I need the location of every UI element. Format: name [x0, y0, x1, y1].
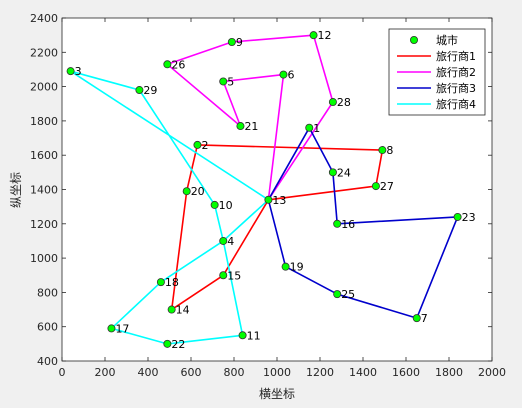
x-tick-label: 2000 [478, 366, 506, 379]
city-label-29: 29 [143, 84, 157, 97]
x-tick-label: 1200 [306, 366, 334, 379]
city-point-5 [219, 77, 228, 86]
x-axis-label: 横坐标 [259, 387, 295, 401]
city-label-3: 3 [75, 65, 82, 78]
y-tick-label: 2200 [30, 46, 58, 59]
legend-label-2: 旅行商2 [436, 65, 476, 79]
city-point-14 [167, 305, 176, 314]
y-tick-label: 1200 [30, 218, 58, 231]
city-label-24: 24 [337, 166, 351, 179]
city-label-15: 15 [227, 269, 241, 282]
city-point-20 [182, 187, 191, 196]
city-point-9 [227, 38, 236, 47]
city-label-16: 16 [341, 218, 355, 231]
x-tick-label: 400 [138, 366, 159, 379]
y-tick-label: 1800 [30, 115, 58, 128]
city-label-4: 4 [227, 235, 234, 248]
x-tick-label: 200 [95, 366, 116, 379]
city-point-6 [279, 70, 288, 79]
legend-label-0: 城市 [436, 33, 458, 47]
city-label-12: 12 [318, 29, 332, 42]
city-point-17 [107, 324, 116, 333]
city-label-20: 20 [191, 185, 205, 198]
x-tick-label: 1400 [349, 366, 377, 379]
city-labels: 1234567891011121314151617181920212223242… [75, 29, 476, 351]
x-tick-label: 600 [181, 366, 202, 379]
city-point-16 [333, 219, 342, 228]
y-tick-label: 2400 [30, 12, 58, 25]
y-tick-label: 2000 [30, 81, 58, 94]
city-label-10: 10 [219, 199, 233, 212]
city-point-2 [193, 140, 202, 149]
city-point-24 [328, 168, 337, 177]
route-line-salesman-1 [170, 144, 384, 311]
city-point-26 [163, 60, 172, 69]
city-label-23: 23 [462, 211, 476, 224]
city-point-28 [328, 98, 337, 107]
legend-label-3: 旅行商3 [436, 81, 476, 95]
city-point-1 [305, 123, 314, 132]
city-label-22: 22 [171, 338, 185, 351]
y-axis-label: 纵坐标 [9, 172, 23, 208]
y-tick-label: 1000 [30, 252, 58, 265]
city-point-8 [378, 146, 387, 155]
city-label-25: 25 [341, 288, 355, 301]
x-tick-label: 1000 [263, 366, 291, 379]
city-label-27: 27 [380, 180, 394, 193]
city-point-21 [236, 122, 245, 131]
city-point-7 [412, 314, 421, 323]
city-label-11: 11 [247, 329, 261, 342]
city-point-19 [281, 262, 290, 271]
y-tick-label: 1600 [30, 149, 58, 162]
x-tick-label: 1800 [435, 366, 463, 379]
city-label-13: 13 [272, 194, 286, 207]
city-label-18: 18 [165, 276, 179, 289]
x-tick-label: 1600 [392, 366, 420, 379]
x-axis-ticks: 0 200 400 600 800 1000 1200 1400 1600 1800 2000 [59, 18, 506, 379]
city-label-5: 5 [227, 75, 234, 88]
city-points [66, 31, 462, 348]
city-label-14: 14 [176, 304, 190, 317]
city-point-4 [219, 236, 228, 245]
legend-label-1: 旅行商1 [436, 49, 476, 63]
city-point-13 [264, 195, 273, 204]
city-point-27 [371, 182, 380, 191]
city-label-1: 1 [313, 122, 320, 135]
city-point-3 [66, 67, 75, 76]
y-tick-label: 1400 [30, 184, 58, 197]
city-point-15 [219, 271, 228, 280]
y-tick-label: 600 [37, 321, 58, 334]
city-label-8: 8 [386, 144, 393, 157]
city-label-17: 17 [115, 322, 129, 335]
city-label-9: 9 [236, 36, 243, 49]
city-label-19: 19 [290, 261, 304, 274]
city-point-10 [210, 200, 219, 209]
y-axis-ticks: 400 600 800 1000 1200 1400 1600 1800 2000 2200 240… [30, 12, 492, 368]
y-tick-label: 800 [37, 286, 58, 299]
legend-marker-city [409, 36, 418, 45]
x-tick-label: 800 [224, 366, 245, 379]
city-point-23 [453, 212, 462, 221]
city-label-21: 21 [244, 120, 258, 133]
y-tick-label: 400 [37, 355, 58, 368]
city-label-2: 2 [201, 139, 208, 152]
city-point-12 [309, 31, 318, 40]
x-tick-label: 0 [59, 366, 66, 379]
city-point-18 [156, 278, 165, 287]
city-point-29 [135, 86, 144, 95]
city-label-28: 28 [337, 96, 351, 109]
city-point-22 [163, 339, 172, 348]
city-label-6: 6 [287, 69, 294, 82]
city-label-7: 7 [421, 312, 428, 325]
city-point-25 [333, 290, 342, 299]
legend-label-4: 旅行商4 [436, 97, 476, 111]
city-label-26: 26 [171, 58, 185, 71]
city-point-11 [238, 331, 247, 340]
